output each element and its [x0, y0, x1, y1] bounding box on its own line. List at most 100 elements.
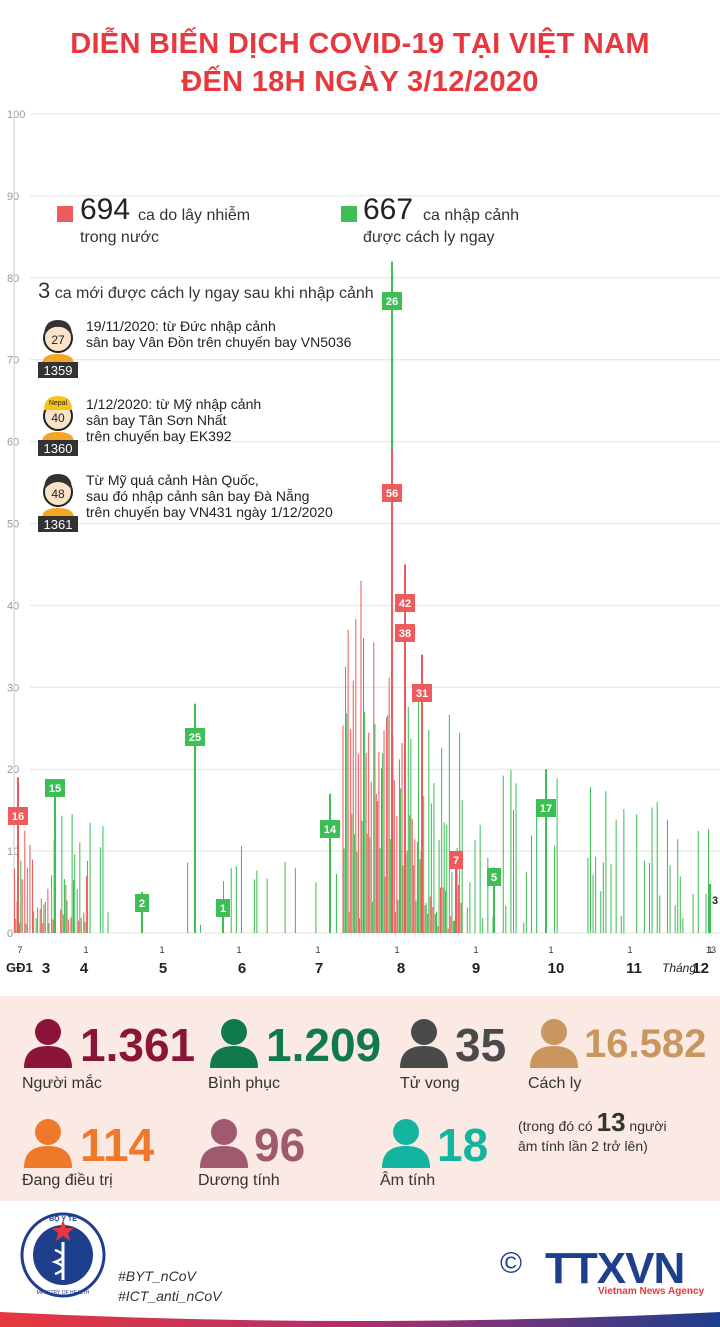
- bar: [615, 819, 617, 933]
- x-day-tick: 1: [236, 945, 241, 955]
- note-part-c: âm tính lần 2 trở lên): [518, 1138, 648, 1154]
- bar: [438, 840, 440, 933]
- value-label-box: [135, 894, 149, 912]
- bar: [351, 813, 353, 933]
- x-month-label: 4: [80, 960, 89, 977]
- bar: [365, 752, 367, 933]
- bar: [429, 896, 431, 933]
- bar: [457, 884, 459, 933]
- bar: [70, 917, 72, 933]
- bar: [230, 867, 232, 933]
- bar: [107, 912, 109, 933]
- note-part-a: (trong đó có: [518, 1118, 593, 1134]
- bar-peak: [54, 785, 56, 933]
- bar: [369, 837, 371, 933]
- bar: [87, 860, 89, 933]
- value-label: 14: [324, 824, 337, 836]
- hashtag-byt[interactable]: #BYT_nCoV: [118, 1268, 196, 1284]
- patient-line: 1/12/2020: từ Mỹ nhập cảnh: [86, 396, 262, 412]
- bar: [460, 902, 462, 933]
- bar: [434, 914, 436, 933]
- bar: [396, 816, 398, 933]
- bar: [428, 730, 430, 933]
- bar: [66, 900, 68, 933]
- x-day-tick: 1: [548, 945, 553, 955]
- bar: [446, 824, 448, 933]
- new-cases-count: 3: [38, 278, 51, 303]
- bar: [345, 666, 347, 933]
- bar: [441, 747, 443, 933]
- bar: [525, 872, 527, 933]
- person-icon: [24, 1119, 72, 1168]
- page-title-line2: ĐẾN 18H NGÀY 3/12/2020: [181, 66, 539, 98]
- bar: [43, 904, 45, 933]
- bar: [692, 893, 694, 933]
- bar: [669, 865, 671, 933]
- legend-domestic-label-b: trong nước: [80, 229, 160, 246]
- bar: [102, 826, 104, 933]
- bar: [523, 922, 525, 933]
- value-label: 25: [189, 732, 201, 744]
- x-month-label: 9: [472, 960, 480, 977]
- x-month-label: 12: [692, 960, 709, 977]
- bar: [443, 822, 445, 933]
- bar: [402, 865, 404, 933]
- period-label: GĐ1: [6, 960, 33, 975]
- person-icon: [400, 1019, 448, 1068]
- x-day-tick: 7: [17, 945, 22, 955]
- bar: [605, 791, 607, 933]
- gridlines: 0 10 20 30 40 50 60 70 80 90 100: [7, 109, 720, 940]
- bar: [705, 893, 707, 933]
- x-day-tick: 1: [159, 945, 164, 955]
- value-label: 5: [491, 872, 497, 884]
- value-label: 38: [399, 628, 411, 640]
- y-tick-label: 80: [7, 273, 19, 285]
- y-tick-label: 60: [7, 437, 19, 449]
- bar: [359, 918, 361, 933]
- stat-quarantine-label: Cách ly: [528, 1075, 582, 1092]
- stat-deaths-value: 35: [455, 1019, 507, 1071]
- bar: [636, 814, 638, 933]
- bar: [398, 759, 400, 933]
- bar: [416, 841, 418, 933]
- stat-deaths-label: Tử vong: [400, 1075, 460, 1092]
- patient-line: Từ Mỹ quá cảnh Hàn Quốc,: [86, 472, 259, 488]
- bar: [409, 815, 411, 933]
- x-month-label: 11: [626, 960, 642, 977]
- bar: [360, 580, 362, 933]
- x-month-label: 7: [315, 960, 323, 977]
- value-label: 42: [399, 598, 411, 610]
- stat-treating-value: 114: [80, 1119, 155, 1171]
- new-cases-heading: 3 ca mới được cách ly ngay sau khi nhập …: [38, 278, 374, 304]
- bar-peak: [493, 867, 495, 933]
- y-tick-label: 0: [7, 928, 13, 940]
- bar: [379, 848, 381, 933]
- bar: [371, 901, 373, 933]
- bar: [620, 916, 622, 933]
- bar: [383, 730, 385, 933]
- bar: [361, 820, 363, 933]
- patient-age: 27: [51, 333, 65, 347]
- patient-tag: Nepal: [49, 400, 68, 407]
- bar: [677, 839, 679, 933]
- patient-line: trên chuyến bay EK392: [86, 428, 232, 444]
- bar: [479, 824, 481, 933]
- bar: [60, 909, 62, 933]
- y-tick-label: 10: [7, 846, 19, 858]
- bar: [697, 831, 699, 933]
- bar: [89, 822, 91, 933]
- hashtag-ict[interactable]: #ICT_anti_nCoV: [118, 1288, 222, 1304]
- footer-band: [0, 1312, 720, 1327]
- patient-card: Nepal 40 1360 1/12/2020: từ Mỹ nhập cảnh…: [38, 394, 358, 456]
- bar: [674, 905, 676, 933]
- x-month-word: Tháng: [662, 961, 696, 975]
- patient-line: sau đó nhập cảnh sân bay Đà Nẵng: [86, 488, 310, 504]
- footer-url[interactable]: https:// infographics.vn: [282, 1304, 438, 1320]
- x-day-tick: 1: [627, 945, 632, 955]
- y-tick-label: 30: [7, 682, 19, 694]
- bar: [556, 778, 558, 933]
- stat-infected-value: 1.361: [80, 1019, 196, 1071]
- bar: [71, 814, 73, 933]
- value-label: 16: [12, 811, 24, 823]
- legend-imported-swatch: [341, 206, 357, 222]
